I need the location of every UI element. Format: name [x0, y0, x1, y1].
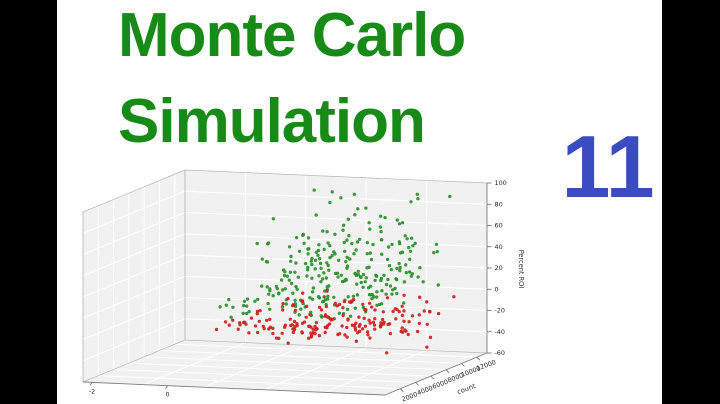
x-axis-tick-label: 12000 [475, 358, 497, 372]
z-axis-tick-label: -60 [495, 349, 505, 357]
gridline [113, 368, 416, 383]
gridline [174, 343, 477, 358]
axis-edge [415, 382, 419, 386]
scatter-series-positive [218, 188, 452, 321]
gridline [82, 275, 186, 319]
gridline [128, 362, 431, 377]
gridline [82, 318, 186, 362]
axis-edge [82, 169, 186, 213]
axis-edge [82, 339, 186, 383]
gridline [82, 212, 186, 255]
gridline [144, 356, 447, 371]
z-axis-tick-label: 0 [495, 285, 499, 293]
gridline [264, 347, 367, 391]
axis-edge [400, 388, 404, 392]
axis-edge [82, 381, 386, 396]
right-letterbox-bar [662, 0, 720, 404]
gridline [82, 190, 186, 234]
gridline [184, 190, 488, 205]
axis-edge [184, 169, 488, 184]
gridline [324, 349, 427, 393]
y-axis-tick-label: 0 [166, 391, 170, 399]
gridline [82, 297, 186, 340]
z-axis-tick-label: 60 [495, 222, 503, 230]
z-axis-tick-label: 20 [495, 264, 503, 272]
plot-canvas: 100806040200-20-40-602000400060008000100… [82, 169, 525, 403]
axis-edge [184, 339, 488, 354]
gridline [184, 254, 488, 269]
left-letterbox-bar [0, 0, 57, 404]
episode-number: 11 [561, 117, 655, 216]
gridline [184, 275, 488, 290]
x-axis-label: count [456, 382, 477, 396]
axis-edge [476, 356, 481, 361]
axis-edge [430, 375, 435, 380]
gridline [184, 212, 488, 226]
gridline [203, 344, 306, 388]
z-axis-tick-label: 80 [495, 200, 503, 208]
gridline [159, 350, 462, 364]
title-line-1: Monte Carlo [118, 1, 466, 70]
axis-edge [461, 363, 465, 367]
z-axis-tick-label: 40 [495, 243, 503, 251]
z-axis-label: Percent ROI [517, 250, 525, 289]
y-axis-tick-label: -2 [89, 387, 95, 395]
gridline [98, 375, 401, 390]
scatter-series-negative [214, 289, 456, 355]
gridline [82, 233, 186, 277]
z-axis-tick-label: -20 [495, 307, 505, 315]
axis-edge [445, 369, 450, 374]
z-axis-tick-label: 100 [495, 179, 507, 187]
roi-3d-scatter-plot: 100 80 60 40 20 0 -20 -40 -60 2000 4000 6000 8000 100… [55, 163, 535, 404]
axis-edge [165, 385, 168, 389]
axis-edge [89, 382, 93, 386]
gridline [143, 342, 246, 386]
title-line-2: Simulation [118, 87, 426, 156]
axis-edge [384, 352, 488, 396]
gridline [82, 254, 186, 298]
gridline [184, 318, 488, 333]
z-axis-tick-label: -40 [495, 328, 505, 336]
